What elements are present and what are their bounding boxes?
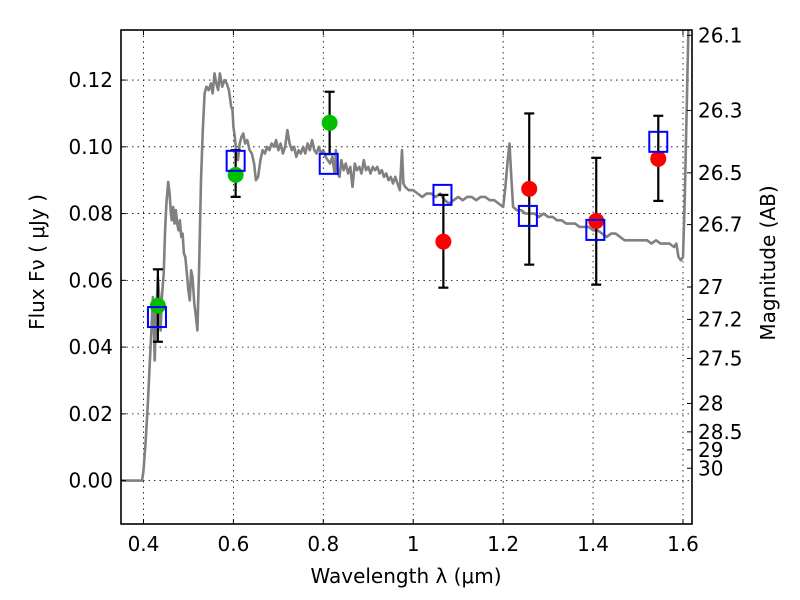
model-photometry-marker <box>318 152 339 175</box>
data-point <box>435 233 452 250</box>
y-tick-label: 0.04 <box>68 335 113 359</box>
ticks <box>121 30 692 524</box>
y-tick-label: 0.08 <box>68 202 113 226</box>
x-axis-label: Wavelength λ (μm) <box>310 564 501 588</box>
y-tick-label: 0.00 <box>68 469 113 493</box>
x-tick-label: 1.4 <box>577 532 609 556</box>
x-tick-label: 0.6 <box>217 532 249 556</box>
right-tick-label: 26.7 <box>698 213 743 237</box>
x-tick-label: 1.2 <box>487 532 519 556</box>
right-tick-label: 27.2 <box>698 307 743 331</box>
x-tick-label: 0.4 <box>128 532 160 556</box>
spectrum-line <box>121 30 690 482</box>
right-tick-label: 29 <box>698 438 723 462</box>
right-tick-label: 28 <box>698 392 723 416</box>
data-point <box>149 297 166 314</box>
x-tick-label: 1 <box>407 532 420 556</box>
data-point <box>321 114 338 131</box>
plot-area <box>121 30 690 482</box>
data-point <box>650 150 667 167</box>
data-point <box>521 180 538 197</box>
series-group <box>121 30 690 482</box>
right-tick-label: 26.1 <box>698 23 743 47</box>
right-tick-label: 27 <box>698 275 723 299</box>
y-axis-label-right: Magnitude (AB) <box>756 185 780 340</box>
right-tick-label: 26.5 <box>698 161 743 185</box>
y-tick-label: 0.06 <box>68 268 113 292</box>
model-photometry-marker <box>517 204 538 227</box>
y-tick-label: 0.12 <box>68 68 113 92</box>
model-photometry-marker <box>648 130 669 153</box>
y-tick-label: 0.10 <box>68 135 113 159</box>
right-tick-label: 27.5 <box>698 346 743 370</box>
y-axis-label-left: Flux Fν ( μJy ) <box>25 194 49 330</box>
model-photometry-marker <box>225 149 246 172</box>
y-tick-label: 0.02 <box>68 402 113 426</box>
data-point <box>227 166 244 183</box>
axes-frame <box>120 29 693 525</box>
right-tick-label: 26.3 <box>698 98 743 122</box>
model-photometry-marker <box>585 218 606 241</box>
grid <box>121 30 692 524</box>
model-photometry-marker <box>146 306 167 329</box>
x-tick-label: 0.8 <box>307 532 339 556</box>
model-photometry-marker <box>432 183 453 206</box>
right-tick-label: 28.5 <box>698 420 743 444</box>
right-tick-label: 30 <box>698 456 723 480</box>
x-tick-label: 1.6 <box>667 532 699 556</box>
tick-labels: 0.4 0.6 0.8 1 1.2 1.4 1.6 0.00 0.02 0.04 0.06 0.08 0… <box>68 23 742 556</box>
